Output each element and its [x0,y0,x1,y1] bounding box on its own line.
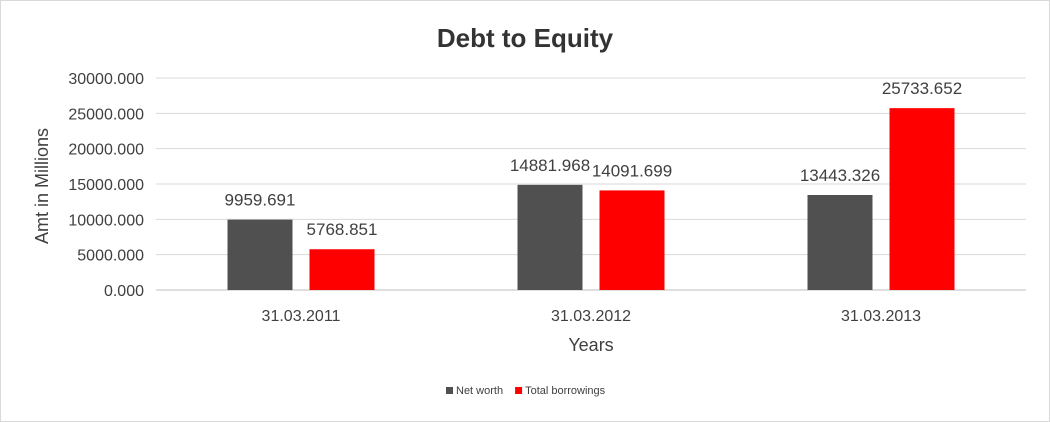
data-label: 5768.851 [307,220,378,239]
bar [889,108,955,290]
x-tick-label: 31.03.2011 [262,308,341,325]
x-axis-title: Years [568,335,613,355]
y-tick-label: 30000.000 [68,71,144,88]
data-label: 14091.699 [592,161,672,180]
bars [227,108,955,290]
x-axis-ticks: 31.03.2011 31.03.2012 31.03.2013 [262,308,922,325]
grid-lines [156,77,1026,291]
data-label: 14881.968 [510,156,590,175]
legend: Net worth Total borrowings [446,385,606,397]
legend-swatch [446,387,453,394]
data-label: 13443.326 [800,166,880,185]
y-tick-label: 25000.000 [68,106,144,123]
y-axis-title: Amt in Millions [32,128,52,244]
y-axis-ticks: 0.000 5000.000 10000.000 15000.000 20000.000… [68,71,144,300]
bar [807,195,873,290]
y-tick-label: 0.000 [104,283,144,300]
y-tick-label: 20000.000 [68,142,144,159]
legend-swatch [515,387,523,394]
bar [599,190,665,290]
y-tick-label: 15000.000 [68,177,144,194]
bar [309,249,375,290]
bar [227,219,293,290]
x-tick-label: 31.03.2013 [841,308,921,325]
legend-label: Total borrowings [525,385,606,397]
x-tick-label: 31.03.2012 [551,308,631,325]
bar [517,184,583,290]
y-tick-label: 10000.000 [68,212,144,229]
data-labels: 9959.691 5768.851 14881.968 14091.699 13443.… [225,79,963,239]
data-label: 25733.652 [882,79,962,98]
data-label: 9959.691 [225,191,296,210]
y-tick-label: 5000.000 [77,248,144,265]
legend-label: Net worth [456,385,503,397]
chart-title: Debt to Equity [437,23,614,53]
